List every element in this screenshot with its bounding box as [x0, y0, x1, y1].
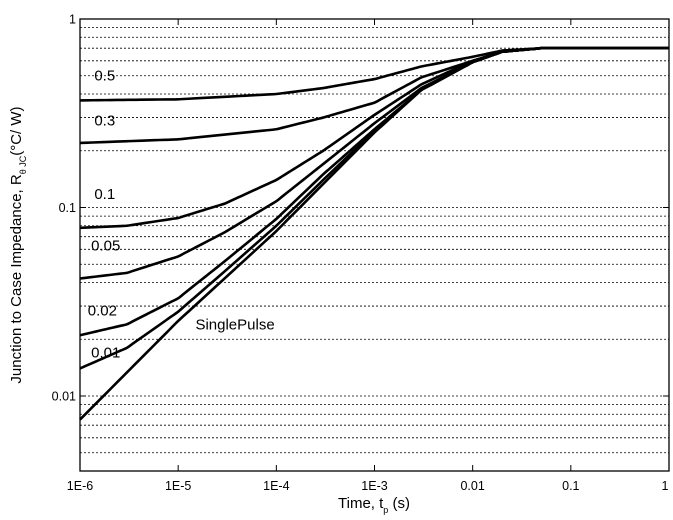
x-tick-label: 1E-6: [67, 479, 93, 493]
x-tick-labels: 1E-6 1E-5 1E-4 1E-3 0.01 0.1 1: [67, 479, 669, 493]
x-tick-label: 1E-3: [361, 479, 387, 493]
series-curves: [80, 48, 669, 419]
series-curve-0.5: [80, 48, 669, 100]
series-label-singlepulse: SinglePulse: [195, 316, 274, 333]
series-curve-0.05: [80, 48, 669, 278]
y-tick-label: 0.1: [59, 201, 76, 215]
x-tick-label: 1E-4: [263, 479, 289, 493]
series-curve-0.02: [80, 48, 669, 335]
series-label-0.1: 0.1: [94, 186, 115, 203]
series-curve-0.1: [80, 48, 669, 228]
axis-ticks: [80, 19, 669, 471]
x-tick-label: 1: [662, 479, 669, 493]
x-tick-label: 1E-5: [165, 479, 191, 493]
y-tick-label: 1: [69, 13, 76, 27]
grid-lines: [80, 28, 669, 453]
series-label-0.5: 0.5: [94, 68, 115, 85]
x-tick-label: 0.1: [562, 479, 579, 493]
y-tick-label: 0.01: [52, 389, 76, 403]
series-curve-0.01: [80, 48, 669, 368]
series-label-0.01: 0.01: [91, 345, 120, 362]
series-label-0.05: 0.05: [91, 237, 120, 254]
series-label-0.02: 0.02: [88, 302, 117, 319]
y-axis-title: Junction to Case Impedance, Rθ JC(°C/ W): [8, 106, 28, 383]
series-label-0.3: 0.3: [94, 112, 115, 129]
x-axis-title: Time, tp (s): [338, 495, 410, 515]
y-tick-labels: 1 0.1 0.01: [52, 13, 76, 404]
plot-frame: [80, 19, 669, 471]
x-tick-label: 0.01: [460, 479, 484, 493]
